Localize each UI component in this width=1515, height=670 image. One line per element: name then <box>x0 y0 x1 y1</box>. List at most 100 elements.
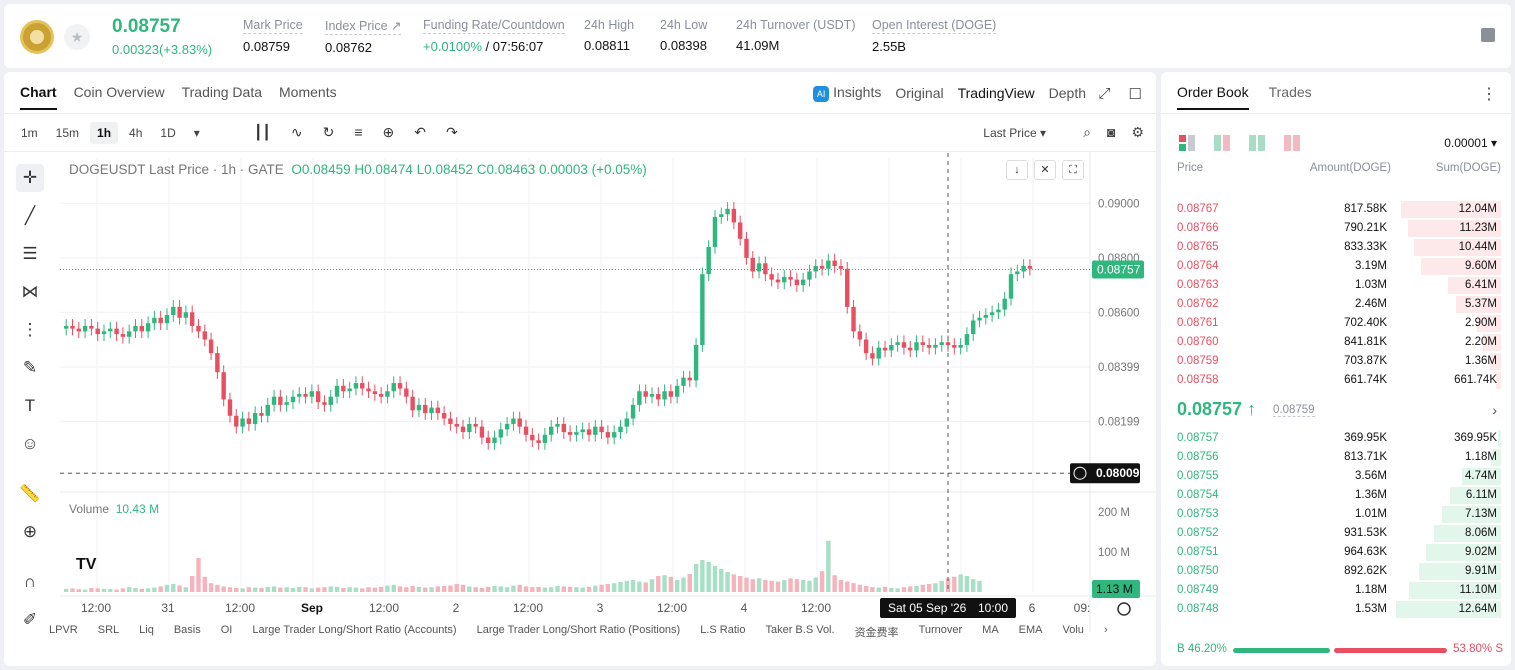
orderbook-row[interactable]: 0.08762 2.46M 5.37M <box>1161 295 1511 314</box>
orderbook-row[interactable]: 0.08761 702.40K 2.90M <box>1161 314 1511 333</box>
arrow-down-icon[interactable]: ↓ <box>1006 160 1028 180</box>
indicator-tab[interactable]: 资金费率 <box>854 627 899 639</box>
tab-coin-overview[interactable]: Coin Overview <box>73 84 165 100</box>
indicator-tab[interactable]: Large Trader Long/Short Ratio (Accounts) <box>252 624 457 636</box>
candles-icon[interactable]: ┃┃ <box>254 124 271 140</box>
book-asks-icon[interactable] <box>1284 135 1301 151</box>
volume-bar <box>977 580 982 592</box>
tab-chart[interactable]: Chart <box>20 84 57 110</box>
orderbook-row[interactable]: 0.08764 3.19M 9.60M <box>1161 257 1511 276</box>
depth-bar <box>1434 525 1501 542</box>
candle-body <box>763 263 768 275</box>
orderbook-row[interactable]: 0.08754 1.36M 6.11M <box>1161 486 1511 505</box>
orderbook-row[interactable]: 0.08766 790.21K 11.23M <box>1161 219 1511 238</box>
tab-trading-data[interactable]: Trading Data <box>181 84 263 100</box>
orderbook-row[interactable]: 0.08757 369.95K 369.95K <box>1161 429 1511 448</box>
favorite-star-icon[interactable]: ★ <box>64 24 90 50</box>
redo-icon[interactable]: ↷ <box>445 124 458 140</box>
collapse-icon[interactable]: ✕ <box>1034 160 1056 180</box>
orderbook-row[interactable]: 0.08753 1.01M 7.13M <box>1161 505 1511 524</box>
indicator-tab[interactable]: Basis <box>173 624 201 636</box>
search-icon[interactable]: ⌕ <box>1083 124 1091 140</box>
orderbook-row[interactable]: 0.08763 1.03M 6.41M <box>1161 276 1511 295</box>
orderbook-row[interactable]: 0.08759 703.87K 1.36M <box>1161 352 1511 371</box>
chevron-right-icon[interactable]: › <box>1103 624 1108 636</box>
fib-icon[interactable]: ☰ <box>22 244 38 263</box>
tab-order-book[interactable]: Order Book <box>1177 84 1249 110</box>
camera-icon[interactable]: ◙ <box>1106 124 1116 140</box>
orderbook-row[interactable]: 0.08755 3.56M 4.74M <box>1161 467 1511 486</box>
tab-tradingview[interactable]: TradingView <box>957 85 1035 101</box>
book-bids-icon[interactable] <box>1249 135 1266 151</box>
indicator-tab[interactable]: Liq <box>139 624 154 636</box>
volume-bar <box>794 579 800 592</box>
indicator-tab[interactable]: Large Trader Long/Short Ratio (Positions… <box>476 624 681 636</box>
tab-original[interactable]: Original <box>895 85 944 101</box>
replay-icon[interactable]: ↻ <box>322 124 335 140</box>
window-icon[interactable]: ☐ <box>1128 86 1142 103</box>
tab-moments[interactable]: Moments <box>279 84 337 100</box>
add-indicator-icon[interactable]: ⊕ <box>382 124 395 140</box>
indicators-icon[interactable]: ∿ <box>290 124 303 140</box>
book-both-icon[interactable] <box>1179 135 1196 151</box>
orderbook-row[interactable]: 0.08767 817.58K 12.04M <box>1161 200 1511 219</box>
crosshair-icon[interactable]: ✛ <box>16 164 44 192</box>
chevron-right-icon[interactable]: › <box>1492 402 1497 418</box>
interval-15m[interactable]: 15m <box>55 126 80 140</box>
indicator-tab[interactable]: LPVR <box>49 624 78 636</box>
stat-mark-price[interactable]: Mark Price 0.08759 <box>243 18 303 54</box>
indicator-tab[interactable]: L.S Ratio <box>700 624 746 636</box>
indicator-tab[interactable]: Taker B.S Vol. <box>765 624 835 636</box>
emoji-icon[interactable]: ☺ <box>21 434 39 453</box>
text-icon[interactable]: T <box>24 396 36 415</box>
book-split-icon[interactable] <box>1214 135 1231 151</box>
templates-icon[interactable]: ≡ <box>354 124 363 140</box>
expand-icon[interactable]: ⤢ <box>1098 85 1111 102</box>
stat-index-price[interactable]: Index Price ↗ 0.08762 <box>325 18 402 55</box>
pencil-icon[interactable]: ✐ <box>22 610 38 629</box>
forecast-icon[interactable]: ⋮ <box>21 320 39 339</box>
volume-bar <box>807 580 812 592</box>
tab-insights[interactable]: AI Insights <box>813 84 881 102</box>
orderbook-row[interactable]: 0.08752 931.53K 8.06M <box>1161 524 1511 543</box>
orderbook-row[interactable]: 0.08756 813.71K 1.18M <box>1161 448 1511 467</box>
magnet-icon[interactable]: ∩ <box>23 572 37 591</box>
orderbook-row[interactable]: 0.08765 833.33K 10.44M <box>1161 238 1511 257</box>
orderbook-row[interactable]: 0.08751 964.63K 9.02M <box>1161 543 1511 562</box>
tab-trades[interactable]: Trades <box>1268 84 1312 100</box>
precision-select[interactable]: 0.00001 ▾ <box>1444 136 1497 150</box>
fullscreen-icon[interactable]: ⛶ <box>1062 160 1084 180</box>
pattern-icon[interactable]: ⋈ <box>21 282 39 301</box>
stat-open-interest[interactable]: Open Interest (DOGE) 2.55B <box>872 18 997 54</box>
tab-depth[interactable]: Depth <box>1048 85 1086 101</box>
brush-icon[interactable]: ✎ <box>22 358 38 377</box>
candle-body <box>246 418 252 424</box>
price-type-select[interactable]: Last Price ▾ <box>983 126 1046 140</box>
orderbook-row[interactable]: 0.08748 1.53M 12.64M <box>1161 600 1511 619</box>
zoom-icon[interactable]: ⊕ <box>22 522 38 541</box>
more-icon[interactable]: ⋮ <box>1481 86 1497 103</box>
undo-icon[interactable]: ↶ <box>414 124 426 140</box>
interval-1m[interactable]: 1m <box>21 126 38 140</box>
indicator-tab[interactable]: OI <box>220 624 233 636</box>
trendline-icon[interactable]: ╱ <box>24 206 36 225</box>
gear-icon[interactable]: ⚙ <box>1131 124 1144 140</box>
interval-1h[interactable]: 1h <box>90 122 119 144</box>
indicator-tab[interactable]: EMA <box>1018 624 1043 636</box>
indicator-tab[interactable]: MA <box>982 624 999 636</box>
orderbook-row[interactable]: 0.08749 1.18M 11.10M <box>1161 581 1511 600</box>
indicator-tab[interactable]: SRL <box>97 624 120 636</box>
stat-funding-rate[interactable]: Funding Rate/Countdown +0.0100% / 07:56:… <box>423 18 565 54</box>
candle-body <box>700 274 705 345</box>
chevron-down-icon[interactable]: ▾ <box>193 126 200 140</box>
ruler-icon[interactable]: 📏 <box>19 484 41 503</box>
orderbook-row[interactable]: 0.08750 892.62K 9.91M <box>1161 562 1511 581</box>
orderbook-row[interactable]: 0.08758 661.74K 661.74K <box>1161 371 1511 390</box>
interval-4h[interactable]: 4h <box>129 126 143 140</box>
orderbook-row[interactable]: 0.08760 841.81K 2.20M <box>1161 333 1511 352</box>
book-icon[interactable] <box>1481 28 1495 42</box>
indicator-tab[interactable]: Volu <box>1062 624 1084 636</box>
interval-1d[interactable]: 1D <box>160 126 176 140</box>
indicator-tab[interactable]: Turnover <box>918 624 963 636</box>
